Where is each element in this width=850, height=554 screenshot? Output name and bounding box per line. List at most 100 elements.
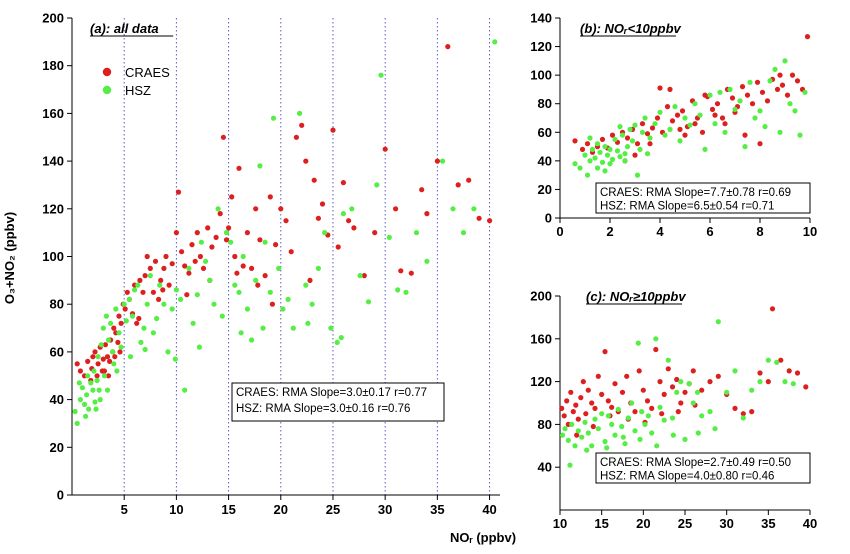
hsz-point (712, 121, 718, 127)
hsz-point (637, 436, 643, 442)
craes-point (288, 249, 294, 255)
hsz-point (280, 306, 286, 312)
hsz-point (642, 421, 648, 427)
craes-point (74, 361, 80, 367)
x-tick-label: 0 (556, 224, 563, 239)
hsz-point (105, 337, 112, 343)
craes-point (118, 320, 124, 326)
craes-point (777, 72, 783, 78)
craes-point (749, 409, 755, 415)
hsz-point (692, 101, 698, 107)
hsz-point (219, 313, 225, 319)
craes-point (764, 98, 771, 104)
craes-point (595, 373, 601, 379)
craes-point (94, 373, 100, 379)
craes-point (624, 373, 630, 379)
hsz-point (686, 381, 692, 387)
hsz-point (647, 135, 653, 141)
hsz-point (260, 325, 266, 331)
craes-point (654, 115, 661, 121)
hsz-point (169, 306, 175, 312)
craes-point (223, 237, 230, 243)
craes-point (77, 368, 83, 374)
craes-point (757, 370, 763, 376)
hsz-point (413, 230, 420, 236)
hsz-point (285, 296, 291, 302)
craes-point (136, 315, 142, 322)
x-tick-label: 8 (756, 224, 763, 239)
hsz-point (257, 163, 263, 169)
craes-point (739, 84, 746, 90)
hsz-point (667, 126, 673, 132)
hsz-legend-label: HSZ (125, 83, 151, 98)
y-tick-label: 40 (50, 392, 64, 407)
x-tick-label: 15 (594, 516, 608, 531)
craes-point (732, 405, 738, 411)
hsz-point (84, 392, 90, 398)
hsz-point (592, 155, 598, 161)
hsz-point (173, 287, 179, 293)
hsz-point (165, 349, 171, 355)
y-tick-label: 80 (50, 297, 64, 312)
craes-point (197, 253, 203, 260)
hsz-point (797, 132, 803, 138)
hsz-point (290, 325, 296, 331)
hsz-point (138, 339, 144, 345)
craes-point (709, 106, 716, 112)
craes-point (609, 404, 615, 410)
stats-line: HSZ: RMA Slope=4.0±0.80 r=0.46 (600, 471, 774, 483)
hsz-point (749, 387, 755, 393)
hsz-point (579, 434, 585, 440)
hsz-point (123, 318, 129, 324)
hsz-point (732, 106, 738, 112)
craes-legend-label: CRAES (125, 65, 170, 80)
hsz-point (357, 273, 363, 279)
hsz-point (460, 230, 467, 236)
craes-point (757, 141, 763, 147)
hsz-point (740, 415, 746, 421)
craes-point (194, 230, 200, 236)
craes-point (765, 379, 771, 385)
hsz-point (777, 129, 783, 135)
craes-point (205, 225, 211, 231)
stats-line: CRAES: RMA Slope=2.7±0.49 r=0.50 (600, 457, 791, 469)
craes-point (632, 409, 638, 415)
craes-point (232, 253, 238, 260)
hsz-point (617, 154, 623, 160)
hsz-point (228, 239, 234, 245)
craes-point (105, 373, 112, 379)
hsz-point (147, 273, 153, 279)
craes-point (605, 398, 611, 404)
craes-point (664, 104, 671, 110)
craes-point (186, 270, 192, 276)
craes-point (147, 265, 153, 271)
hsz-point (722, 129, 728, 135)
hsz-point (678, 379, 684, 385)
hsz-point (742, 144, 748, 150)
craes-point (192, 258, 198, 264)
hsz-point (782, 379, 788, 385)
hsz-point (699, 413, 705, 419)
hsz-point (575, 428, 581, 434)
craes-point (659, 411, 665, 417)
hsz-point (569, 421, 575, 427)
hsz-point (161, 301, 167, 307)
hsz-point (682, 436, 688, 442)
hsz-point (609, 156, 616, 162)
craes-point (769, 306, 776, 312)
y-tick-label: 0 (57, 488, 64, 503)
hsz-point (629, 400, 635, 406)
craes-point (150, 289, 156, 295)
craes-point (226, 225, 232, 231)
craes-point (678, 400, 684, 406)
hsz-point (129, 313, 136, 319)
craes-point (156, 296, 162, 302)
hsz-point (113, 306, 119, 312)
hsz-point (584, 172, 591, 178)
hsz-point (639, 129, 646, 135)
craes-point (779, 82, 786, 88)
hsz-point (215, 206, 221, 212)
hsz-point (669, 415, 676, 421)
craes-point (612, 381, 618, 387)
hsz-point (403, 289, 409, 295)
